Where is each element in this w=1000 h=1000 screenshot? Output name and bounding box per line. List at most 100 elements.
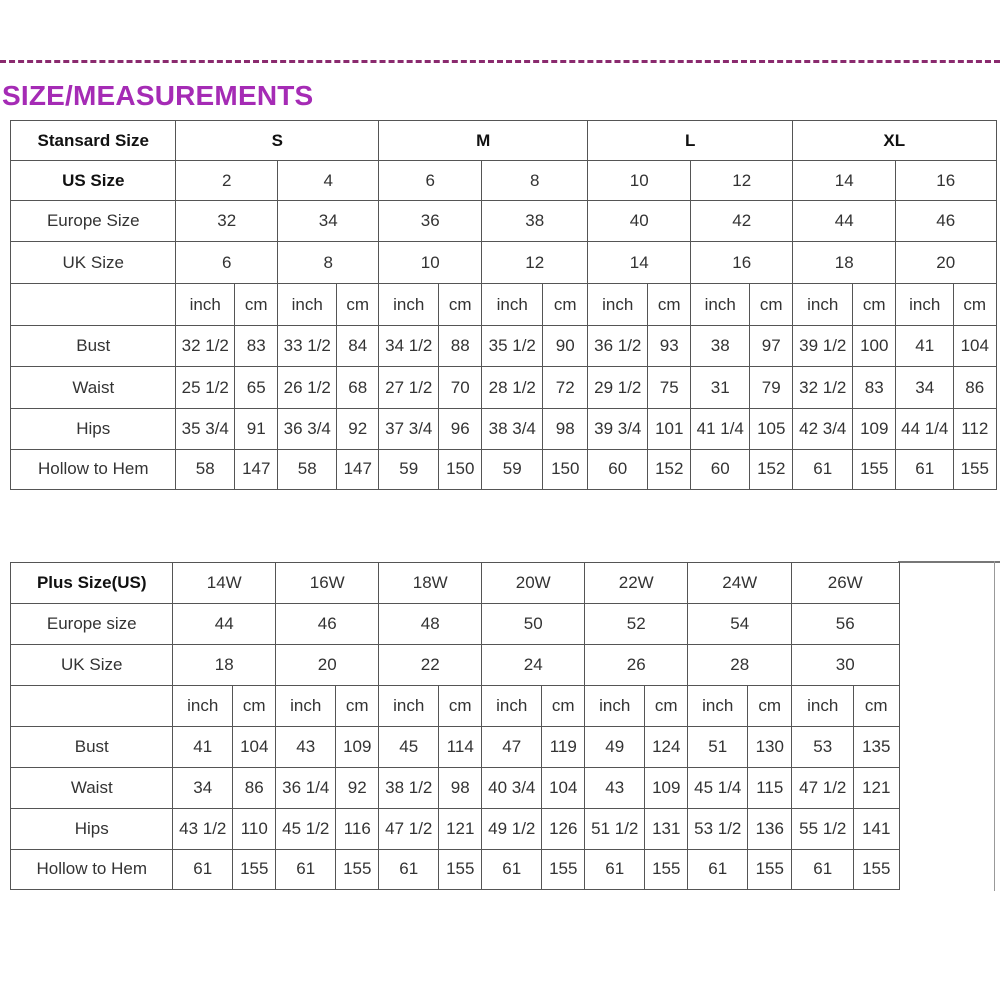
us-size-cell: 24W — [687, 562, 793, 605]
us-size-cell: 10 — [587, 160, 692, 202]
europe-size-cell: 50 — [481, 603, 586, 646]
measurement-cell: 112 — [953, 408, 997, 451]
measurement-cell: 86 — [953, 366, 997, 410]
measurement-cell: 59 — [378, 449, 440, 490]
measurement-cell: 147 — [336, 449, 380, 490]
unit-header: cm — [749, 283, 794, 327]
us-size-cell: 12 — [690, 160, 794, 202]
measurement-cell: 97 — [749, 325, 794, 368]
measurement-cell: 32 1/2 — [175, 325, 236, 368]
europe-size-cell: 36 — [378, 200, 483, 243]
measurement-cell: 35 1/2 — [481, 325, 544, 368]
measurement-cell: 36 1/2 — [587, 325, 649, 368]
measurement-cell: 49 — [584, 726, 646, 769]
measurement-cell: 40 3/4 — [481, 767, 543, 810]
us-size-cell: 16W — [275, 562, 380, 605]
uk-size-cell: 18 — [792, 241, 897, 285]
europe-size-cell: 46 — [275, 603, 380, 646]
measurement-cell: 33 1/2 — [277, 325, 338, 368]
measurement-cell: 61 — [792, 449, 854, 490]
unit-header: inch — [481, 685, 543, 728]
unit-header: cm — [647, 283, 692, 327]
europe-size-cell: 38 — [481, 200, 589, 243]
unit-header: inch — [791, 685, 855, 728]
row-label: Hips — [10, 808, 174, 851]
measurement-cell: 141 — [853, 808, 900, 851]
unit-header: cm — [852, 283, 897, 327]
measurement-cell: 47 1/2 — [378, 808, 440, 851]
measurement-cell: 79 — [749, 366, 794, 410]
measurement-cell: 92 — [335, 767, 380, 810]
measurement-cell: 34 1/2 — [378, 325, 440, 368]
europe-size-cell: 56 — [791, 603, 900, 646]
measurement-cell: 68 — [336, 366, 380, 410]
measurement-cell: 59 — [481, 449, 544, 490]
measurement-cell: 58 — [175, 449, 236, 490]
measurement-cell: 155 — [335, 849, 380, 890]
row-label: Bust — [10, 325, 177, 368]
unit-header: cm — [541, 685, 586, 728]
measurement-cell: 61 — [584, 849, 646, 890]
unit-header: inch — [378, 685, 440, 728]
europe-size-cell: 44 — [172, 603, 277, 646]
unit-header: inch — [277, 283, 338, 327]
measurement-cell: 61 — [275, 849, 337, 890]
blank-label-cell — [10, 283, 177, 327]
measurement-cell: 104 — [953, 325, 997, 368]
europe-size-cell: 42 — [690, 200, 794, 243]
europe-size-cell: 52 — [584, 603, 689, 646]
measurement-cell: 51 1/2 — [584, 808, 646, 851]
row-label: Europe Size — [10, 200, 177, 243]
measurement-cell: 34 — [895, 366, 955, 410]
uk-size-cell: 28 — [687, 644, 793, 687]
unit-header: cm — [232, 685, 277, 728]
unit-header: cm — [953, 283, 997, 327]
measurement-cell: 41 — [895, 325, 955, 368]
row-label: Hollow to Hem — [10, 449, 177, 490]
table-border-extension — [898, 561, 1000, 563]
measurement-cell: 86 — [232, 767, 277, 810]
measurement-cell: 121 — [438, 808, 483, 851]
measurement-cell: 72 — [542, 366, 589, 410]
measurement-cell: 121 — [853, 767, 900, 810]
measurement-cell: 100 — [852, 325, 897, 368]
measurement-cell: 61 — [895, 449, 955, 490]
us-size-cell: 14 — [792, 160, 897, 202]
measurement-cell: 51 — [687, 726, 749, 769]
size-group-header: S — [175, 120, 380, 162]
measurement-cell: 49 1/2 — [481, 808, 543, 851]
row-label: UK Size — [10, 241, 177, 285]
measurement-cell: 115 — [747, 767, 793, 810]
unit-header: inch — [378, 283, 440, 327]
unit-header: inch — [792, 283, 854, 327]
measurement-cell: 136 — [747, 808, 793, 851]
unit-header: inch — [687, 685, 749, 728]
europe-size-cell: 46 — [895, 200, 997, 243]
measurement-cell: 101 — [647, 408, 692, 451]
blank-label-cell — [10, 685, 174, 728]
measurement-cell: 26 1/2 — [277, 366, 338, 410]
europe-size-cell: 48 — [378, 603, 483, 646]
measurement-cell: 39 3/4 — [587, 408, 649, 451]
measurement-cell: 55 1/2 — [791, 808, 855, 851]
measurement-cell: 53 — [791, 726, 855, 769]
uk-size-cell: 14 — [587, 241, 692, 285]
measurement-cell: 61 — [687, 849, 749, 890]
row-label: Waist — [10, 767, 174, 810]
measurement-cell: 37 3/4 — [378, 408, 440, 451]
measurement-cell: 39 1/2 — [792, 325, 854, 368]
measurement-cell: 61 — [378, 849, 440, 890]
measurement-cell: 45 — [378, 726, 440, 769]
measurement-cell: 135 — [853, 726, 900, 769]
measurement-cell: 109 — [335, 726, 380, 769]
uk-size-cell: 22 — [378, 644, 483, 687]
europe-size-cell: 32 — [175, 200, 279, 243]
measurement-cell: 114 — [438, 726, 483, 769]
measurement-cell: 155 — [747, 849, 793, 890]
unit-header: inch — [895, 283, 955, 327]
measurement-cell: 60 — [587, 449, 649, 490]
measurement-cell: 155 — [953, 449, 997, 490]
measurement-cell: 104 — [541, 767, 586, 810]
measurement-cell: 90 — [542, 325, 589, 368]
measurement-cell: 45 1/2 — [275, 808, 337, 851]
